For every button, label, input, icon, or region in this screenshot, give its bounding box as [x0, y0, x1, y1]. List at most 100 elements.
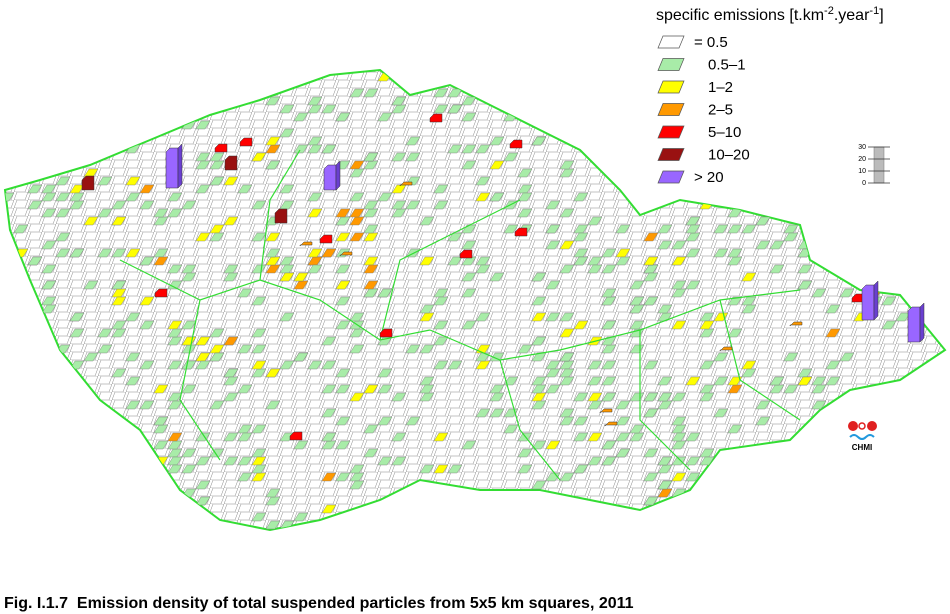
emission-cell	[475, 264, 491, 274]
emission-cell	[111, 216, 127, 226]
emission-cell	[391, 96, 407, 106]
emission-block	[379, 328, 393, 338]
emission-cell	[307, 264, 323, 274]
emission-cell	[265, 144, 281, 154]
emission-block	[339, 251, 353, 257]
emission-cell	[419, 344, 435, 354]
emission-cell	[111, 248, 127, 258]
emission-cell	[307, 104, 323, 114]
emission-cell	[517, 208, 533, 218]
emission-block	[459, 249, 473, 259]
emission-cell	[657, 392, 673, 402]
emission-cell	[489, 192, 505, 202]
emission-cell	[475, 360, 491, 370]
emission-column-side	[335, 160, 341, 191]
emission-cell	[55, 232, 71, 242]
emission-cell	[377, 456, 393, 466]
emission-cell	[363, 264, 379, 274]
emission-cell	[251, 360, 267, 370]
emission-cell	[139, 200, 155, 210]
emission-cell	[615, 448, 631, 458]
emission-cell	[433, 464, 449, 474]
legend-swatch	[657, 58, 685, 71]
emission-cell	[153, 416, 169, 426]
emission-cell	[167, 440, 183, 450]
emission-block	[214, 143, 228, 153]
emission-cell	[825, 304, 841, 314]
emission-cell	[531, 296, 547, 306]
emission-cell	[419, 384, 435, 394]
emission-cell	[601, 344, 617, 354]
emission-cell	[307, 248, 323, 258]
emission-cell	[111, 320, 127, 330]
emission-cell	[111, 368, 127, 378]
emission-cell	[699, 328, 715, 338]
emission-cell	[433, 432, 449, 442]
emission-cell	[279, 312, 295, 322]
emission-cell	[209, 400, 225, 410]
emission-cell	[69, 328, 85, 338]
emission-cell	[755, 400, 771, 410]
emission-cell	[13, 224, 29, 234]
emission-cell	[839, 288, 855, 298]
emission-cell	[265, 96, 281, 106]
emission-cell	[321, 104, 337, 114]
emission-cell	[573, 256, 589, 266]
emission-cell	[251, 472, 267, 482]
emission-cell	[587, 432, 603, 442]
emission-cell	[615, 224, 631, 234]
emission-cell	[41, 264, 57, 274]
emission-cell	[209, 232, 225, 242]
emission-cell	[27, 256, 43, 266]
emission-cell	[643, 448, 659, 458]
emission-cell	[251, 368, 267, 378]
emission-cell	[139, 320, 155, 330]
emission-cell	[335, 280, 351, 290]
emission-cell	[237, 184, 253, 194]
emission-cell	[741, 224, 757, 234]
emission-cell	[517, 448, 533, 458]
emission-cell	[475, 352, 491, 362]
emission-cell	[825, 376, 841, 386]
emission-cell	[643, 360, 659, 370]
emission-cell	[769, 376, 785, 386]
emission-cell	[391, 432, 407, 442]
emission-cell	[153, 208, 169, 218]
emission-cell	[125, 312, 141, 322]
emission-cell	[503, 224, 519, 234]
emission-cell	[279, 200, 295, 210]
emission-cell	[699, 320, 715, 330]
emission-cell	[195, 160, 211, 170]
emission-cell	[377, 192, 393, 202]
emission-block	[599, 408, 613, 414]
emission-cell	[335, 320, 351, 330]
emission-cell	[125, 400, 141, 410]
emission-cells	[5, 72, 911, 530]
emission-cell	[293, 272, 309, 282]
emission-cell	[251, 424, 267, 434]
emission-cell	[447, 104, 463, 114]
legend-label: 0.5–1	[708, 57, 746, 74]
emission-cell	[601, 440, 617, 450]
emission-cell	[153, 424, 169, 434]
emission-cell	[27, 184, 43, 194]
emission-cell	[363, 424, 379, 434]
emission-cell	[195, 232, 211, 242]
emission-cell	[363, 152, 379, 162]
emission-cell	[559, 416, 575, 426]
emission-cell	[349, 328, 365, 338]
emission-block	[789, 321, 803, 327]
emission-cell	[419, 216, 435, 226]
emission-cell	[559, 240, 575, 250]
emission-cell	[783, 352, 799, 362]
emission-cell	[433, 104, 449, 114]
emission-cell	[349, 464, 365, 474]
emission-cell	[97, 208, 113, 218]
emission-cell	[489, 392, 505, 402]
emission-cell	[741, 304, 757, 314]
emission-cell	[335, 440, 351, 450]
emission-cell	[223, 432, 239, 442]
emission-cell	[321, 408, 337, 418]
emission-cell	[657, 376, 673, 386]
